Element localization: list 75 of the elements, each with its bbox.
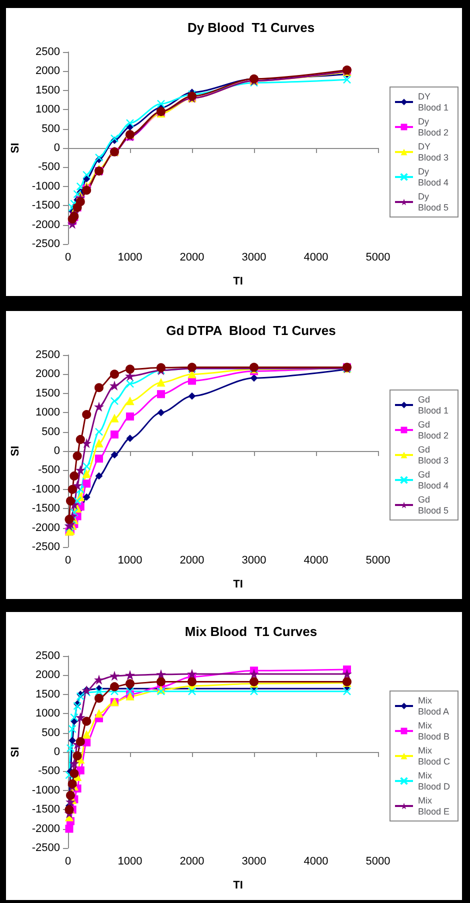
- x-tick-label: 0: [64, 252, 72, 264]
- y-tick-label: -2000: [32, 218, 60, 231]
- legend-label: Gd Blood 1: [418, 394, 449, 416]
- x-axis-title: TI: [233, 880, 243, 892]
- x-tick-label: 3000: [242, 856, 266, 868]
- y-tick-label: 1000: [36, 406, 60, 419]
- y-tick-label: 500: [42, 122, 60, 135]
- legend-label: Dy Blood 4: [418, 166, 449, 188]
- y-tick-label: -1500: [32, 200, 60, 212]
- chart-title: Dy Blood T1 Curves: [187, 20, 315, 35]
- x-tick-label: 5000: [366, 252, 390, 264]
- y-tick-label: -1500: [32, 804, 60, 816]
- y-tick-label: 1500: [36, 688, 60, 700]
- y-tick-label: -2500: [32, 842, 60, 854]
- legend-label: DY Blood 1: [418, 92, 449, 112]
- legend-label: DY Blood 3: [418, 142, 449, 162]
- legend-label: Mix Blood B: [418, 720, 450, 742]
- y-tick-label: 500: [42, 426, 60, 438]
- chart-title: Mix Blood T1 Curves: [184, 624, 318, 639]
- y-tick-label: 0: [54, 746, 60, 758]
- x-tick-label: 1000: [118, 856, 142, 868]
- legend-label: Gd Blood 5: [418, 494, 449, 516]
- legend-label: Mix Blood A: [418, 696, 450, 716]
- legend-label: Mix Blood C: [418, 746, 451, 766]
- x-tick-label: 2000: [180, 856, 204, 868]
- y-tick-label: 1000: [36, 104, 60, 116]
- x-axis-title: TI: [233, 578, 243, 590]
- x-tick-label: 0: [64, 856, 72, 868]
- y-tick-label: -2000: [32, 822, 60, 835]
- x-tick-label: 1000: [118, 554, 142, 566]
- x-tick-label: 4000: [304, 554, 328, 566]
- y-tick-label: 2000: [36, 65, 60, 78]
- legend-label: Mix Blood D: [418, 770, 451, 792]
- y-tick-label: 2000: [36, 368, 60, 380]
- legend-label: Gd Blood 2: [418, 420, 449, 440]
- x-tick-label: 5000: [366, 554, 390, 566]
- y-tick-label: -500: [38, 464, 60, 476]
- chart-title: Gd DTPA Blood T1 Curves: [166, 323, 336, 338]
- y-tick-label: -2500: [32, 541, 60, 553]
- y-tick-label: 1500: [36, 387, 60, 400]
- y-tick-label: 2500: [36, 349, 60, 361]
- legend-label: Gd Blood 3: [418, 444, 449, 466]
- x-tick-label: 2000: [180, 252, 204, 264]
- y-tick-label: 2500: [36, 46, 60, 58]
- x-tick-label: 3000: [242, 554, 266, 566]
- y-tick-label: 2000: [36, 669, 60, 682]
- x-tick-label: 5000: [366, 856, 390, 868]
- y-tick-label: 2500: [36, 650, 60, 662]
- x-tick-label: 0: [64, 554, 72, 566]
- y-tick-label: -2000: [32, 522, 60, 534]
- x-tick-label: 4000: [304, 252, 328, 264]
- legend-label: Gd Blood 4: [418, 470, 449, 490]
- x-tick-label: 1000: [118, 252, 142, 264]
- y-axis-title: SI: [9, 446, 22, 456]
- y-tick-label: -1000: [32, 180, 60, 192]
- y-tick-label: 500: [42, 726, 60, 739]
- y-tick-label: 1000: [36, 708, 60, 720]
- y-tick-label: 0: [54, 142, 60, 154]
- legend-label: Mix Blood E: [418, 796, 450, 816]
- y-tick-label: -1500: [32, 502, 60, 515]
- y-tick-label: -500: [38, 765, 60, 778]
- x-tick-label: 4000: [304, 856, 328, 868]
- x-tick-label: 2000: [180, 554, 204, 566]
- x-tick-label: 3000: [242, 252, 266, 264]
- y-tick-label: 0: [54, 445, 60, 457]
- x-axis-title: TI: [233, 276, 243, 288]
- legend-label: Dy Blood 2: [418, 116, 449, 138]
- y-tick-label: -500: [38, 161, 60, 174]
- y-axis-title: SI: [9, 142, 22, 154]
- y-tick-label: -1000: [32, 784, 60, 796]
- y-tick-label: 1500: [36, 84, 60, 96]
- legend-label: Dy Blood 5: [418, 192, 449, 212]
- y-axis-title: SI: [9, 746, 22, 758]
- y-tick-label: -2500: [32, 238, 60, 250]
- y-tick-label: -1000: [32, 483, 60, 496]
